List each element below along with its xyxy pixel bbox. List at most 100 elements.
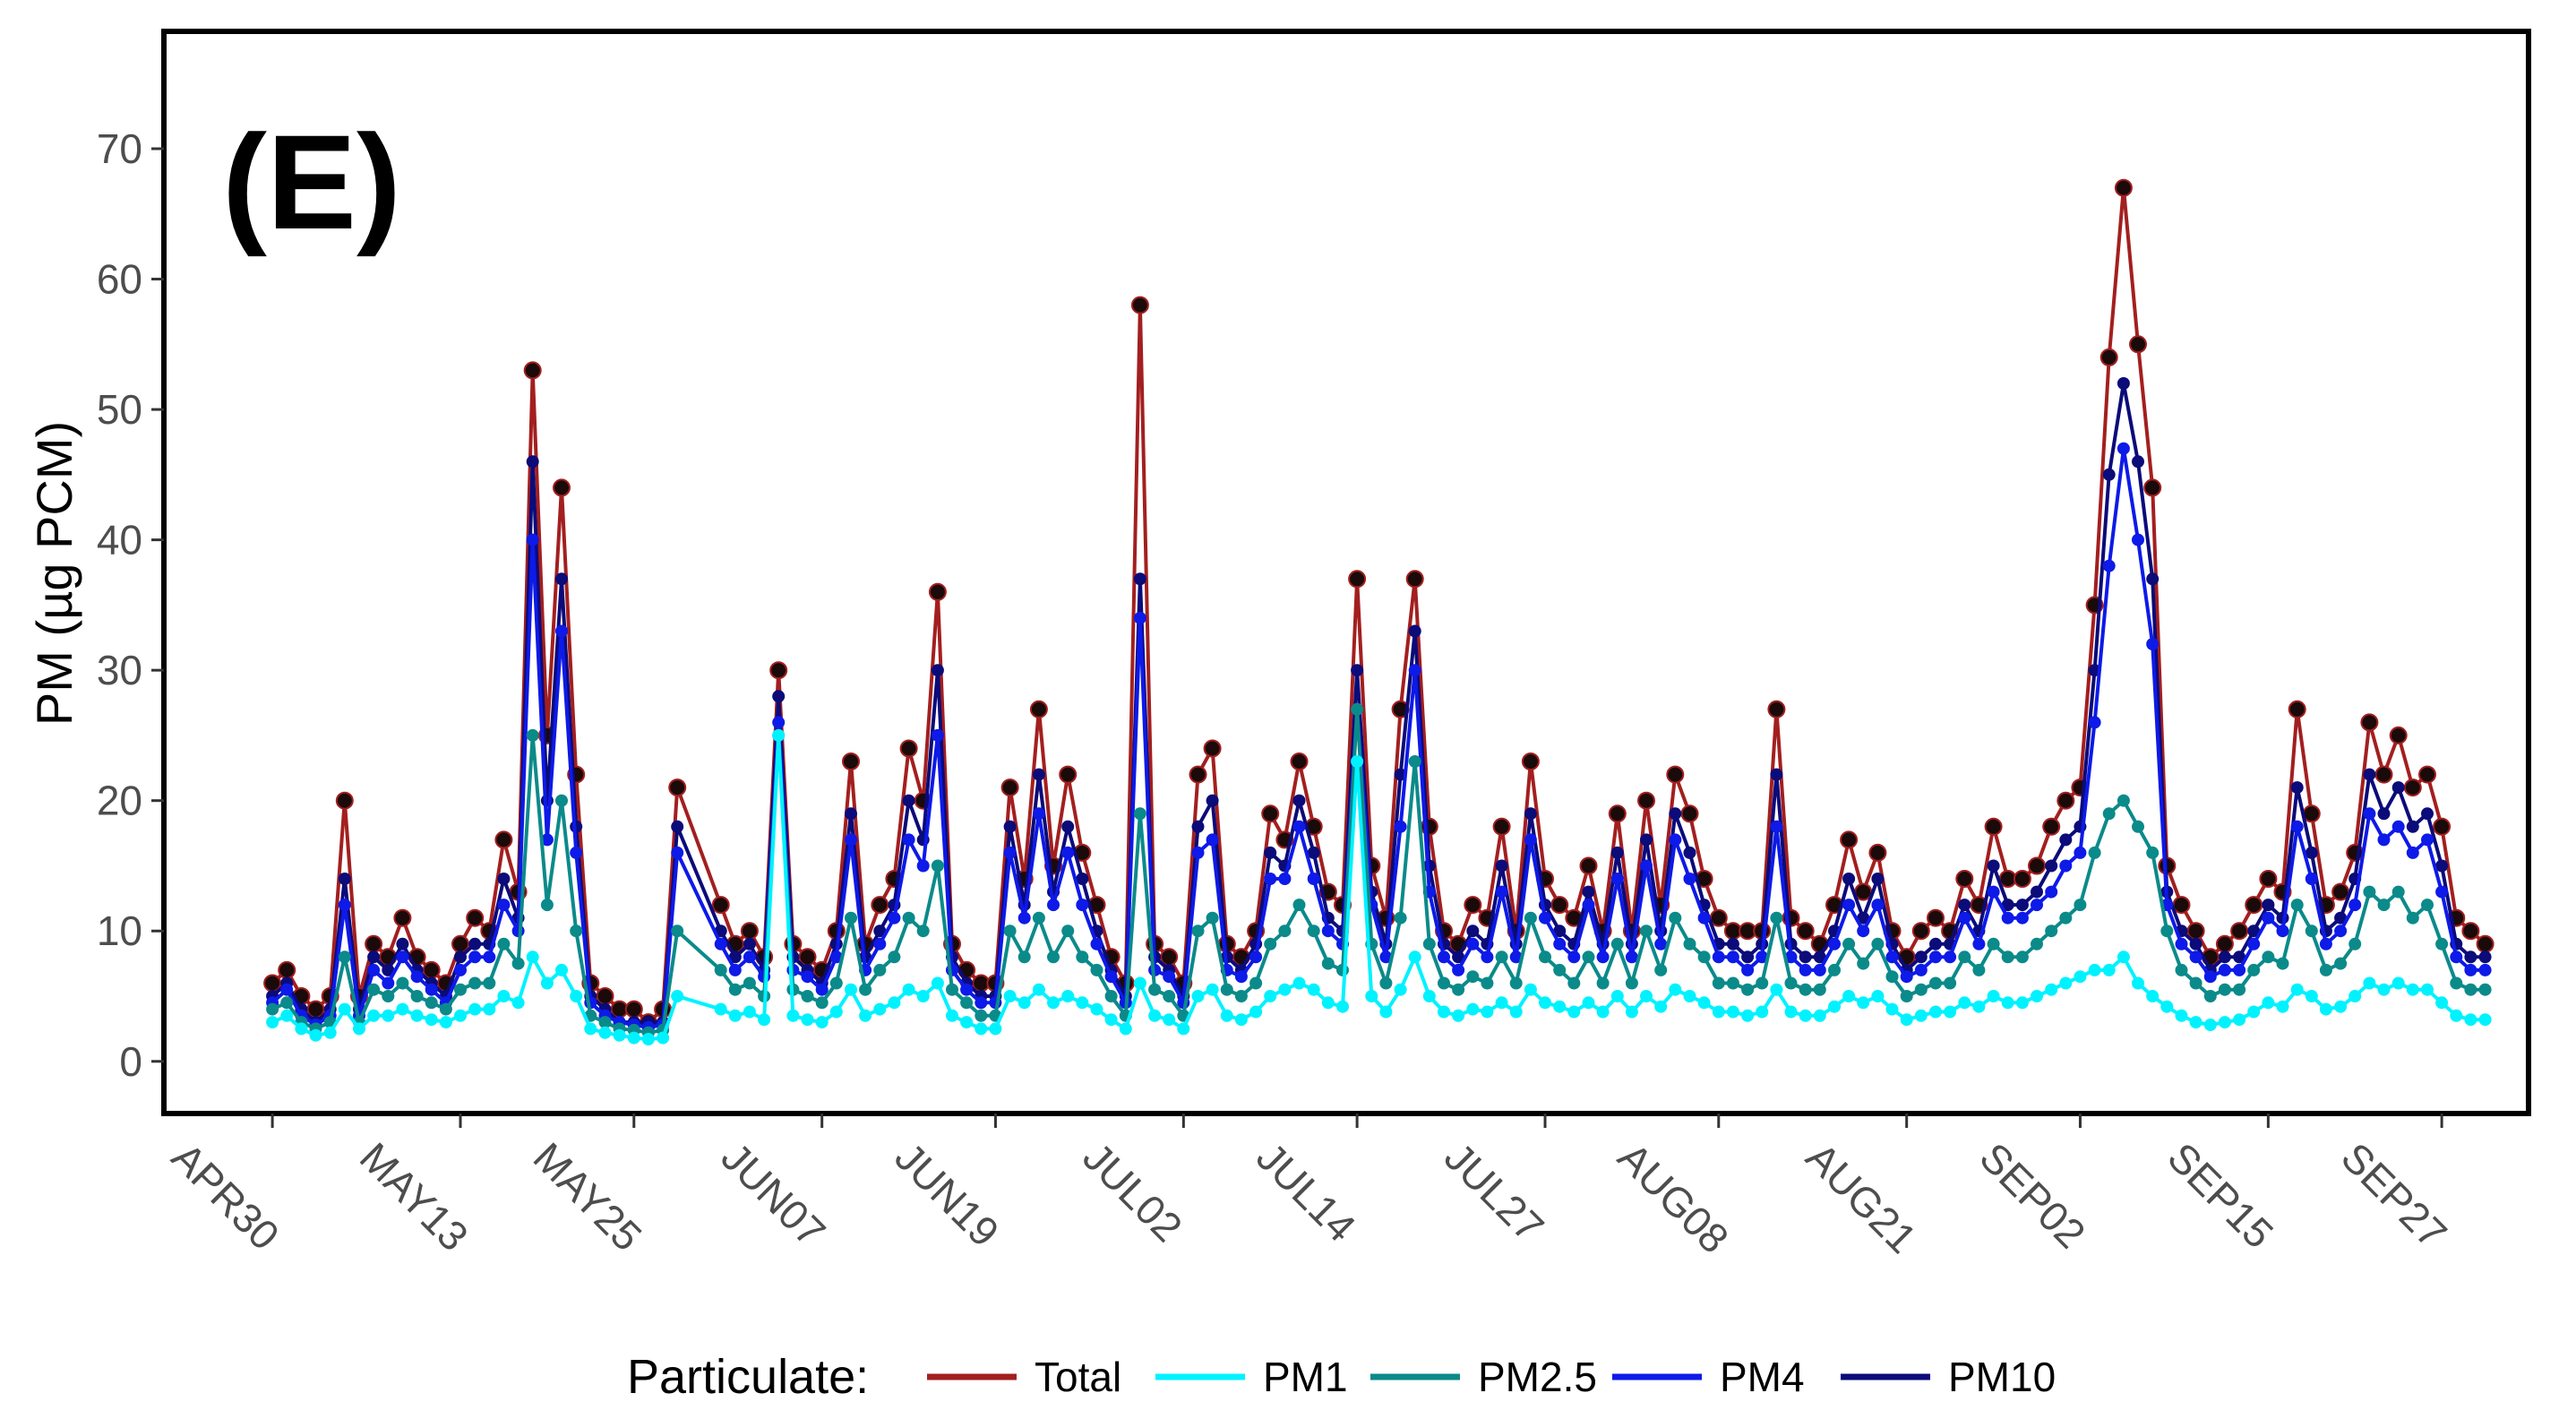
data-point [1741,1009,1755,1022]
data-point [1958,996,1971,1010]
data-point [743,976,756,990]
data-point [1550,896,1569,915]
series-layer [263,178,2494,1045]
data-point [494,830,513,849]
x-tick-label: SEP02 [1971,1133,2094,1257]
data-point [2348,899,2362,912]
data-point [1189,765,1207,784]
data-point [1148,983,1162,996]
data-point [1666,765,1685,784]
data-point [1712,976,1725,990]
data-point [570,924,583,938]
y-tick-label: 0 [119,1038,142,1085]
data-point [2464,1013,2477,1027]
data-point [2391,976,2405,990]
data-point [2476,934,2494,953]
data-point [1712,1005,1725,1019]
data-point [439,1002,452,1016]
data-point [1394,911,1407,924]
data-point [1669,983,1682,996]
data-point [540,833,554,847]
data-point [1582,950,1595,964]
data-point [1857,924,1870,938]
data-point [1220,1009,1233,1022]
data-point [2175,963,2188,976]
data-point [2421,983,2434,996]
data-point [1885,970,1899,984]
data-point [1104,990,1118,1002]
data-point [931,664,944,677]
data-point [278,960,296,979]
data-point [1029,700,1048,718]
data-point [1220,983,1233,996]
data-point [2015,996,2029,1010]
data-point [1061,924,1075,938]
data-point [1133,572,1146,586]
data-point [1379,1005,1393,1019]
data-point [1163,990,1176,1002]
data-point [1336,963,1349,976]
data-point [1261,804,1280,823]
data-point [2247,1005,2261,1019]
data-point [1466,937,1480,950]
data-point [1076,950,1089,964]
data-point [1509,1005,1523,1019]
data-point [902,794,915,807]
data-point [1047,996,1060,1010]
data-point [2363,807,2376,821]
data-point [899,739,918,758]
data-point [2015,911,2029,924]
data-point [2377,983,2391,996]
data-point [309,1028,322,1042]
data-point [1972,937,1986,950]
data-point [1741,963,1755,976]
data-point [1828,1000,1841,1013]
data-point [1076,873,1089,885]
data-point [657,1031,670,1045]
data-point [555,624,568,638]
data-point [1061,990,1075,1002]
data-point [1567,976,1581,990]
data-point [1466,924,1480,938]
data-point [1784,1005,1798,1019]
data-point [873,1002,887,1016]
data-point [540,899,554,912]
data-point [1697,950,1711,964]
data-point [1726,937,1739,950]
data-point [871,896,889,915]
data-point [902,911,915,924]
legend-label: PM2.5 [1478,1354,1597,1400]
data-point [2334,957,2348,970]
data-point [1379,950,1393,964]
data-point [382,976,395,990]
data-point [1481,1005,1494,1019]
data-point [1249,976,1263,990]
data-point [1264,846,1277,859]
data-point [1654,963,1668,976]
data-point [335,791,354,810]
data-point [1582,996,1595,1010]
data-point [1104,1013,1118,1027]
data-point [1264,873,1277,885]
data-point [2377,833,2391,847]
data-point [2262,996,2275,1010]
data-point [873,924,887,938]
data-point [1130,296,1149,314]
data-point [2015,899,2029,912]
data-point [1799,950,1812,964]
data-point [367,983,381,996]
data-point [1321,996,1335,1010]
data-point [396,976,409,990]
data-point [2117,442,2130,455]
data-point [1495,950,1508,964]
data-point [916,990,930,1002]
data-point [553,478,571,497]
data-point [353,1022,365,1036]
data-point [714,963,727,976]
data-point [1929,937,1942,950]
data-point [2146,572,2160,586]
data-point [2074,846,2087,859]
data-point [2215,934,2234,953]
data-point [425,983,438,996]
